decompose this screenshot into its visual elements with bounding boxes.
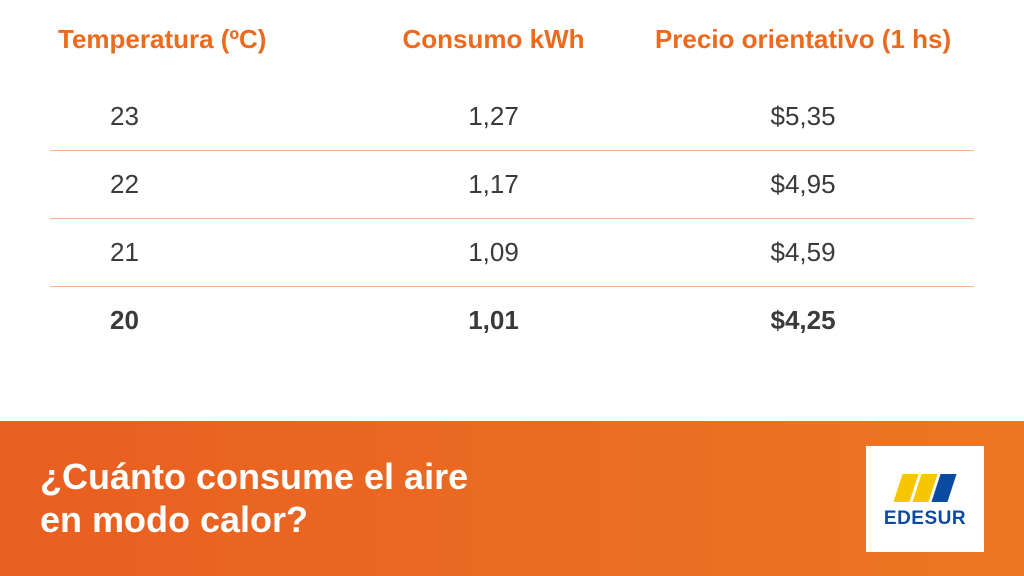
cell-temp: 22 — [50, 151, 355, 219]
cell-kwh: 1,01 — [355, 287, 632, 355]
consumption-table: Temperatura (ºC) Consumo kWh Precio orie… — [50, 24, 974, 354]
cell-price: $4,95 — [632, 151, 974, 219]
table-row: 21 1,09 $4,59 — [50, 219, 974, 287]
table-zone: Temperatura (ºC) Consumo kWh Precio orie… — [0, 0, 1024, 421]
col-consumption: Consumo kWh — [355, 24, 632, 83]
cell-price: $4,25 — [632, 287, 974, 355]
table-row: 23 1,27 $5,35 — [50, 83, 974, 151]
page: Temperatura (ºC) Consumo kWh Precio orie… — [0, 0, 1024, 576]
logo-stripes-icon — [893, 474, 956, 502]
logo-text: EDESUR — [884, 508, 966, 530]
col-temperature: Temperatura (ºC) — [50, 24, 355, 83]
cell-price: $5,35 — [632, 83, 974, 151]
cell-kwh: 1,09 — [355, 219, 632, 287]
cell-kwh: 1,27 — [355, 83, 632, 151]
col-price: Precio orientativo (1 hs) — [632, 24, 974, 83]
edesur-logo: EDESUR — [866, 446, 984, 552]
cell-temp: 21 — [50, 219, 355, 287]
table-row: 22 1,17 $4,95 — [50, 151, 974, 219]
table-body: 23 1,27 $5,35 22 1,17 $4,95 21 1,09 $4,5… — [50, 83, 974, 354]
cell-temp: 23 — [50, 83, 355, 151]
footer-banner: ¿Cuánto consume el aire en modo calor? E… — [0, 421, 1024, 576]
table-row: 20 1,01 $4,25 — [50, 287, 974, 355]
footer-title-line2: en modo calor? — [40, 499, 308, 540]
table-header-row: Temperatura (ºC) Consumo kWh Precio orie… — [50, 24, 974, 83]
footer-title-line1: ¿Cuánto consume el aire — [40, 456, 468, 497]
cell-temp: 20 — [50, 287, 355, 355]
cell-price: $4,59 — [632, 219, 974, 287]
cell-kwh: 1,17 — [355, 151, 632, 219]
footer-title: ¿Cuánto consume el aire en modo calor? — [40, 456, 468, 541]
